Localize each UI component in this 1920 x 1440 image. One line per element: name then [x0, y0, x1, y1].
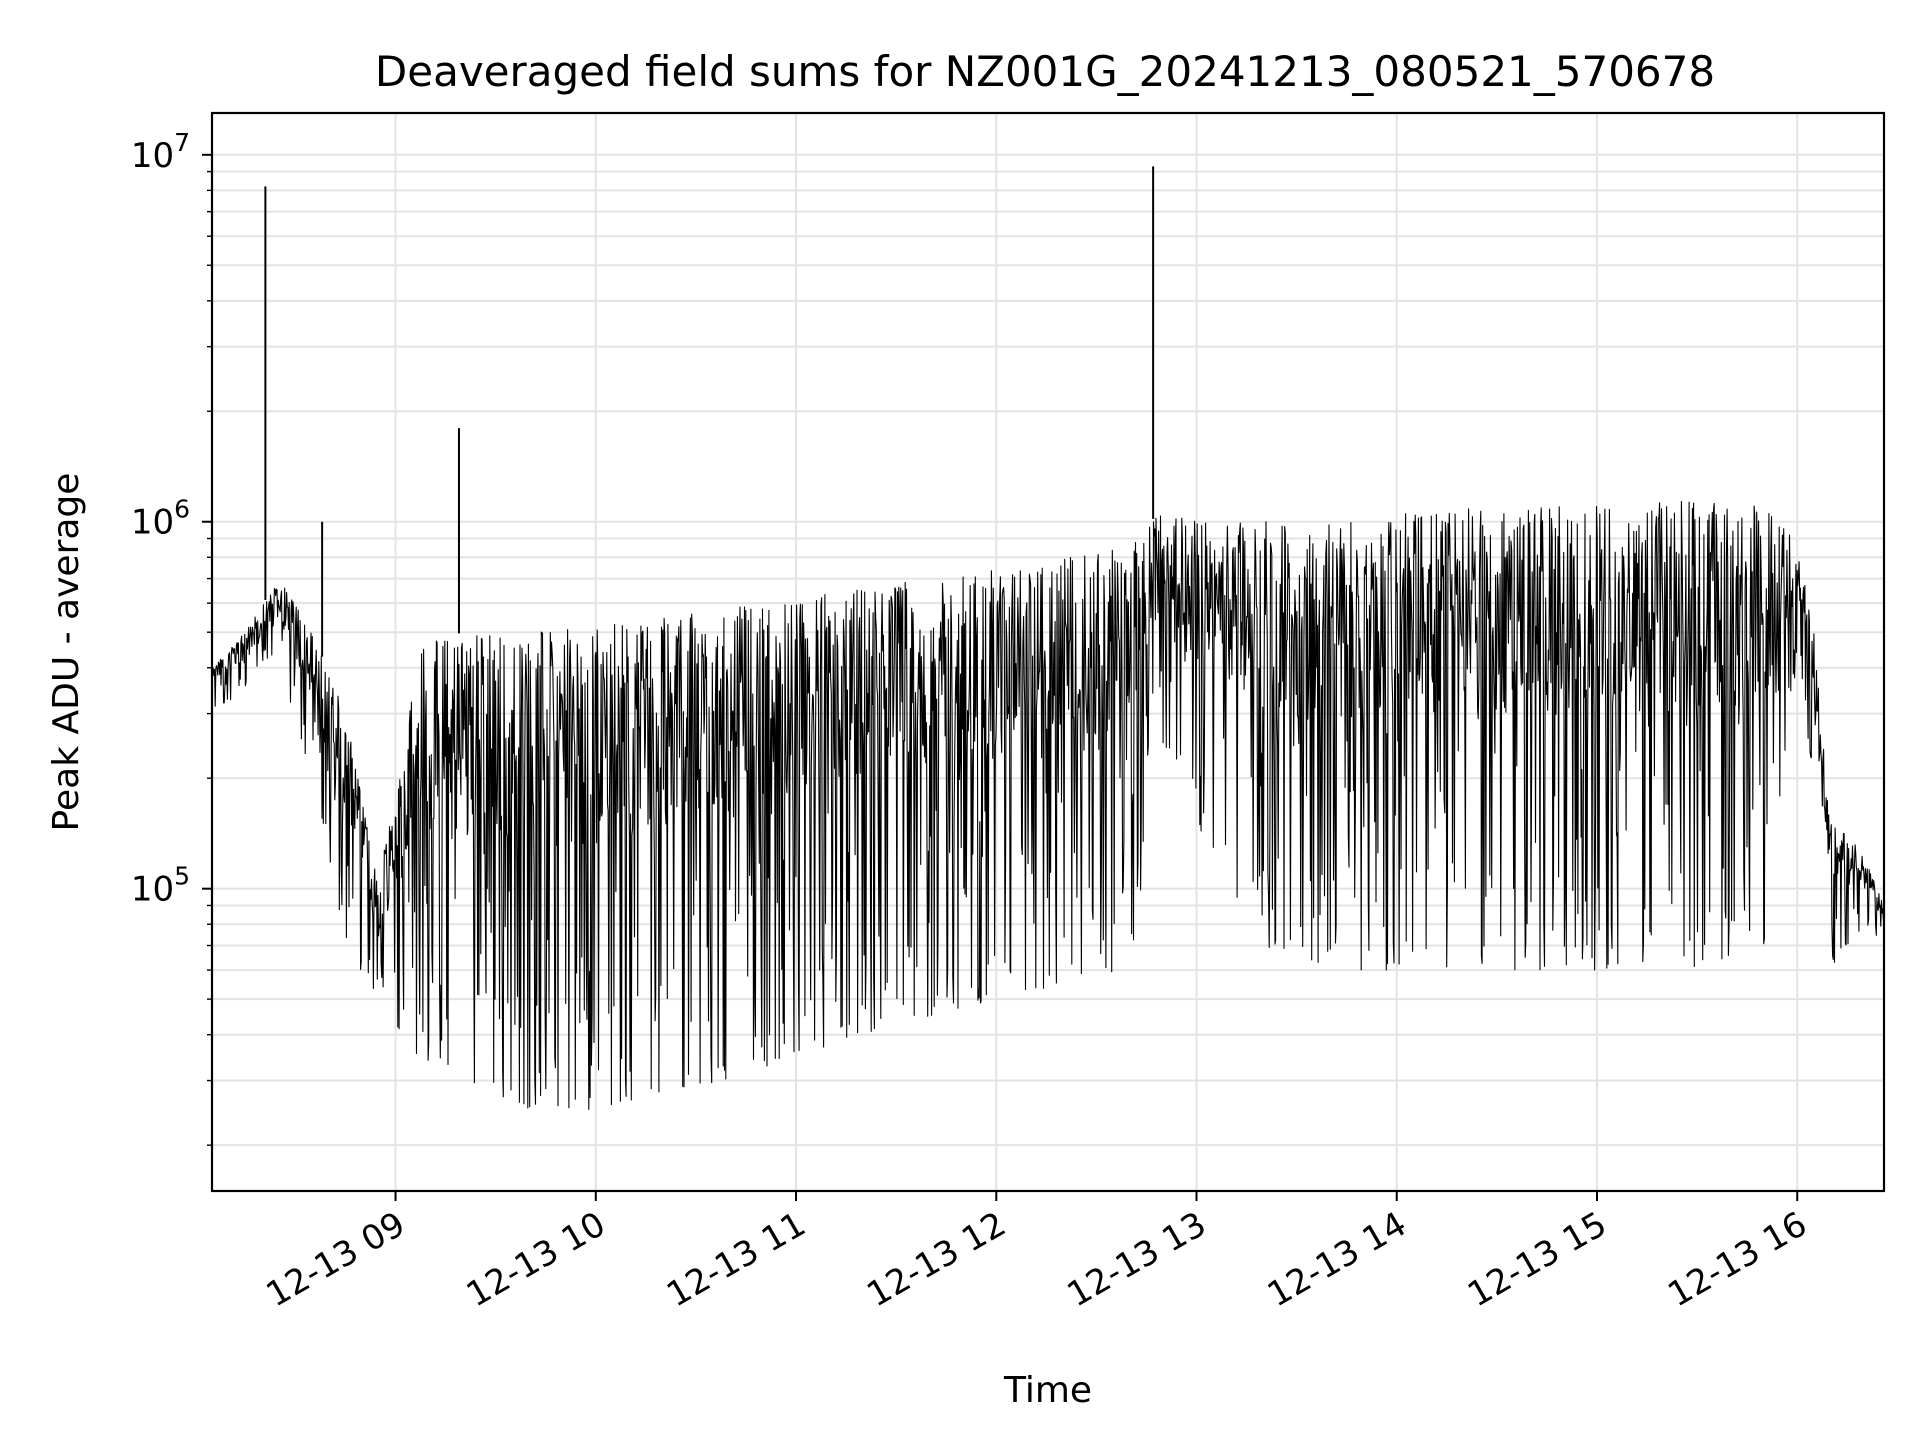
- x-tick-label: 12-13 16: [1661, 1204, 1813, 1315]
- series-peak-adu: [211, 166, 1885, 1110]
- x-tick-label: 12-13 09: [260, 1204, 412, 1315]
- x-tick-label: 12-13 11: [660, 1204, 812, 1315]
- x-tick-label: 12-13 15: [1461, 1204, 1613, 1315]
- x-axis-label: Time: [1003, 1370, 1092, 1411]
- y-axis-label: Peak ADU - average: [46, 473, 87, 832]
- x-tick-label: 12-13 14: [1261, 1204, 1413, 1315]
- y-tick-label: 106: [131, 495, 190, 543]
- x-tick-label: 12-13 12: [860, 1204, 1012, 1315]
- y-axis: 105 106 107: [131, 128, 212, 1146]
- x-tick-label: 12-13 13: [1061, 1204, 1213, 1315]
- x-tick-label: 12-13 10: [460, 1204, 612, 1315]
- plot-frame: [210, 111, 1886, 1193]
- y-tick-label: 105: [131, 862, 190, 910]
- x-axis: 12-13 09 12-13 10 12-13 11 12-13 12 12-13 13…: [260, 1191, 1814, 1315]
- series-line: [211, 500, 1885, 1110]
- chart-title: Deaveraged field sums for NZ001G_2024121…: [375, 47, 1715, 96]
- y-tick-label: 107: [131, 128, 190, 176]
